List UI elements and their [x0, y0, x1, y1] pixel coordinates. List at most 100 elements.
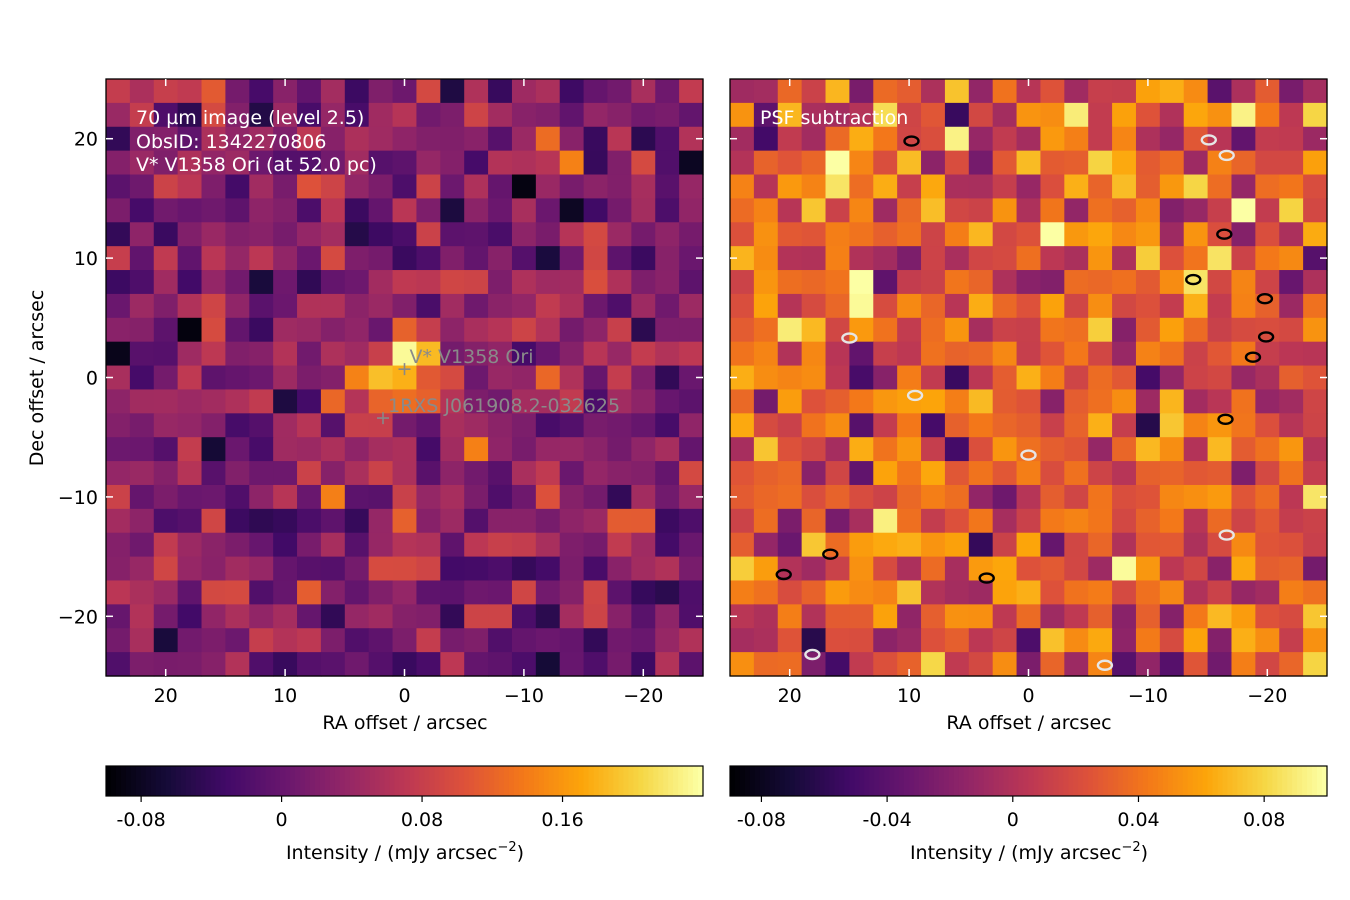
- right-colorbar-label-end: ): [1141, 842, 1148, 864]
- heatmap-cell: [297, 628, 322, 653]
- heatmap-cell: [730, 413, 755, 438]
- heatmap-cell: [488, 413, 513, 438]
- x-tick-label: −10: [1128, 685, 1168, 707]
- heatmap-cell: [1279, 198, 1304, 223]
- heatmap-cell: [1088, 484, 1113, 510]
- heatmap-cell: [583, 222, 609, 247]
- heatmap-cell: [440, 198, 465, 223]
- colorbar-segment: [1232, 766, 1239, 796]
- heatmap-cell: [153, 365, 179, 391]
- heatmap-cell: [535, 652, 561, 677]
- colorbar-segment: [1212, 766, 1219, 796]
- colorbar-segment: [499, 766, 505, 796]
- heatmap-cell: [921, 628, 946, 653]
- heatmap-cell: [873, 365, 898, 391]
- heatmap-cell: [464, 79, 489, 104]
- heatmap-cell: [1016, 317, 1042, 343]
- heatmap-cell: [1279, 222, 1304, 247]
- heatmap-cell: [679, 437, 704, 462]
- heatmap-cell: [1159, 413, 1185, 438]
- left-colorbar: -0.08 0 0.08 0.16: [105, 765, 704, 831]
- heatmap-cell: [1016, 580, 1042, 605]
- heatmap-cell: [225, 317, 250, 343]
- heatmap-cell: [1255, 222, 1280, 247]
- left-annotation-line-2: ObsID: 1342270806: [136, 131, 326, 153]
- heatmap-cell: [488, 198, 513, 223]
- heatmap-cell: [1064, 270, 1089, 295]
- colorbar-segment: [1312, 766, 1318, 796]
- heatmap-cell: [297, 484, 322, 510]
- heatmap-cell: [1303, 293, 1328, 319]
- heatmap-cell: [344, 150, 370, 176]
- heatmap-cell: [631, 484, 656, 510]
- colorbar-segment: [1322, 766, 1328, 796]
- colorbar-segment: [983, 766, 990, 796]
- heatmap-cell: [416, 102, 441, 128]
- heatmap-cell: [129, 174, 155, 199]
- colorbar-segment: [648, 766, 654, 796]
- heatmap-cell: [1016, 102, 1042, 128]
- heatmap-cell: [201, 484, 226, 510]
- heatmap-cell: [368, 79, 394, 104]
- heatmap-cell: [249, 532, 274, 558]
- heatmap-cell: [849, 293, 874, 319]
- heatmap-cell: [968, 102, 994, 128]
- heatmap-cell: [535, 604, 561, 629]
- heatmap-cell: [535, 317, 561, 343]
- heatmap-cell: [777, 532, 803, 558]
- heatmap-cell: [607, 222, 632, 247]
- heatmap-cell: [1040, 413, 1065, 438]
- heatmap-cell: [249, 604, 274, 629]
- colorbar-segment: [295, 766, 301, 796]
- heatmap-cell: [1135, 484, 1161, 510]
- heatmap-cell: [607, 126, 632, 152]
- contours: [775, 134, 1275, 671]
- heatmap-cell: [488, 437, 513, 462]
- y-tick-label: −20: [58, 606, 98, 628]
- heatmap-cell: [559, 246, 585, 271]
- heatmap-cell: [249, 413, 274, 438]
- heatmap-cell: [1303, 79, 1328, 104]
- heatmap-cell: [153, 150, 179, 176]
- colorbar-segment: [394, 766, 401, 796]
- heatmap-cell: [344, 508, 370, 534]
- heatmap-cell: [344, 437, 370, 462]
- colorbar-segment: [849, 766, 855, 796]
- heatmap-cell: [679, 628, 704, 653]
- colorbar-segment: [553, 766, 560, 796]
- colorbar-segment: [889, 766, 895, 796]
- heatmap-cell: [992, 628, 1018, 653]
- heatmap-cell: [440, 556, 465, 582]
- colorbar-segment: [558, 766, 565, 796]
- heatmap-cell: [849, 317, 874, 343]
- heatmap-cell: [488, 222, 513, 247]
- heatmap-cell: [631, 270, 656, 295]
- colorbar-tick-label: 0.04: [1117, 809, 1159, 831]
- heatmap-cell: [392, 484, 418, 510]
- heatmap-cell: [392, 270, 418, 295]
- colorbar-segment: [744, 766, 751, 796]
- heatmap-cell: [177, 652, 203, 677]
- heatmap-cell: [753, 389, 779, 414]
- colorbar-segment: [839, 766, 846, 796]
- heatmap-cell: [583, 413, 609, 438]
- heatmap-cell: [921, 484, 946, 510]
- heatmap-cell: [631, 556, 656, 582]
- heatmap-cell: [559, 198, 585, 223]
- heatmap-cell: [1207, 246, 1233, 271]
- heatmap-cell: [1183, 222, 1209, 247]
- heatmap-cell: [1088, 341, 1113, 367]
- heatmap-cell: [873, 413, 898, 438]
- heatmap-cell: [849, 437, 874, 462]
- heatmap-cell: [297, 532, 322, 558]
- heatmap-cell: [873, 532, 898, 558]
- heatmap-cell: [679, 174, 704, 199]
- heatmap-cell: [106, 508, 131, 534]
- heatmap-cell: [1231, 508, 1256, 534]
- colorbar-segment: [300, 766, 306, 796]
- colorbar-segment: [668, 766, 674, 796]
- heatmap-cell: [1016, 508, 1042, 534]
- colorbar-segment: [1028, 766, 1035, 796]
- heatmap-cell: [368, 652, 394, 677]
